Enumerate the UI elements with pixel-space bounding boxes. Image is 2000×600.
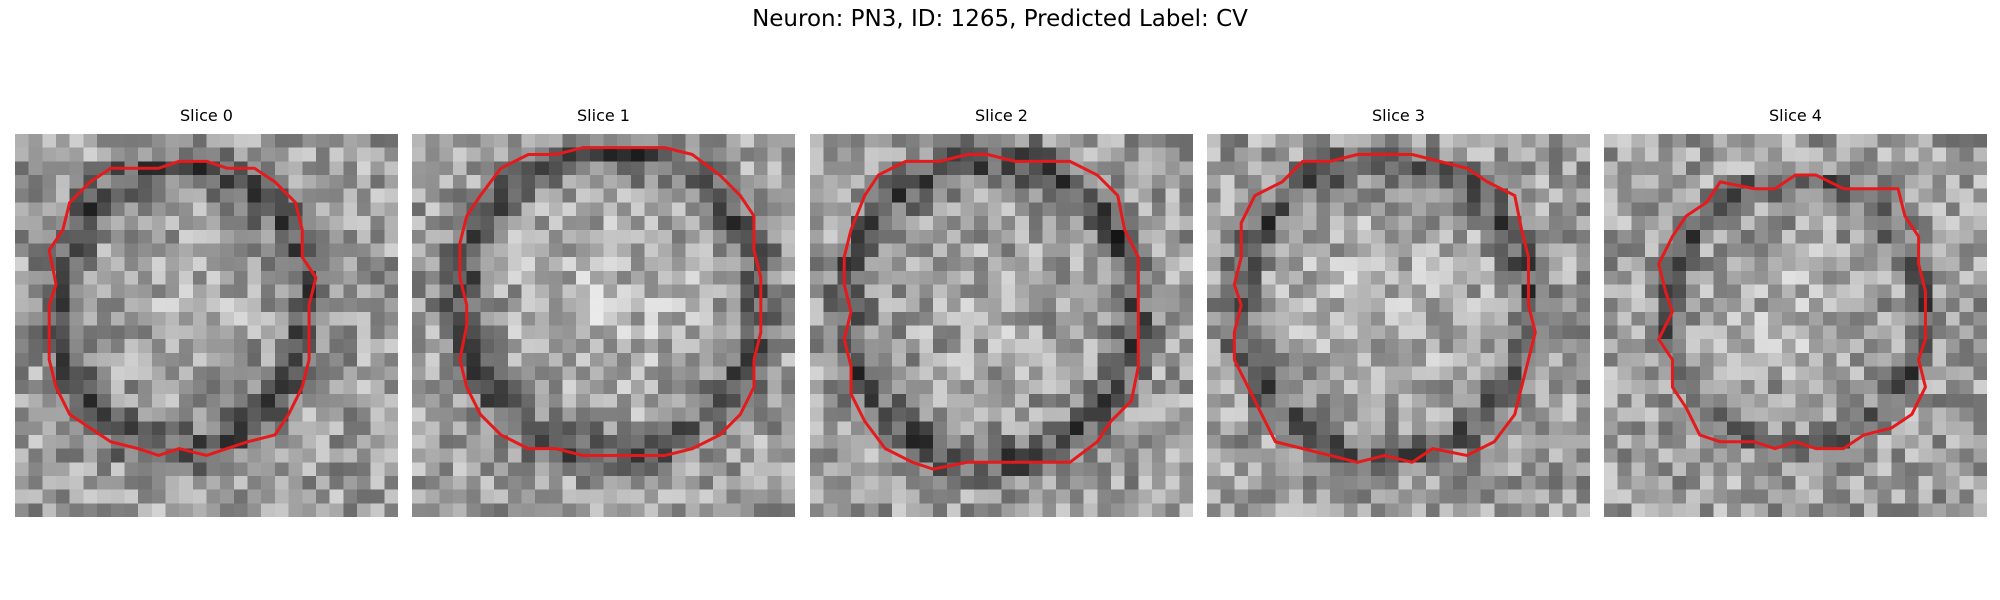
slice-title-2: Slice 2 bbox=[975, 106, 1028, 125]
contour-outline-4 bbox=[1657, 173, 1927, 451]
slice-image-4 bbox=[1604, 134, 1987, 517]
figure-title: Neuron: PN3, ID: 1265, Predicted Label: … bbox=[752, 6, 1248, 32]
slice-image-1 bbox=[412, 134, 795, 517]
contour-outline-3 bbox=[1232, 153, 1537, 464]
slice-title-4: Slice 4 bbox=[1769, 106, 1822, 125]
slice-image-2 bbox=[810, 134, 1193, 517]
slice-title-3: Slice 3 bbox=[1372, 106, 1425, 125]
contour-outline-2 bbox=[842, 153, 1140, 471]
contour-outline-0 bbox=[47, 159, 318, 457]
slice-image-3 bbox=[1207, 134, 1590, 517]
contour-outline-1 bbox=[458, 146, 763, 457]
slice-title-0: Slice 0 bbox=[180, 106, 233, 125]
slice-title-1: Slice 1 bbox=[577, 106, 630, 125]
slice-image-0 bbox=[15, 134, 398, 517]
